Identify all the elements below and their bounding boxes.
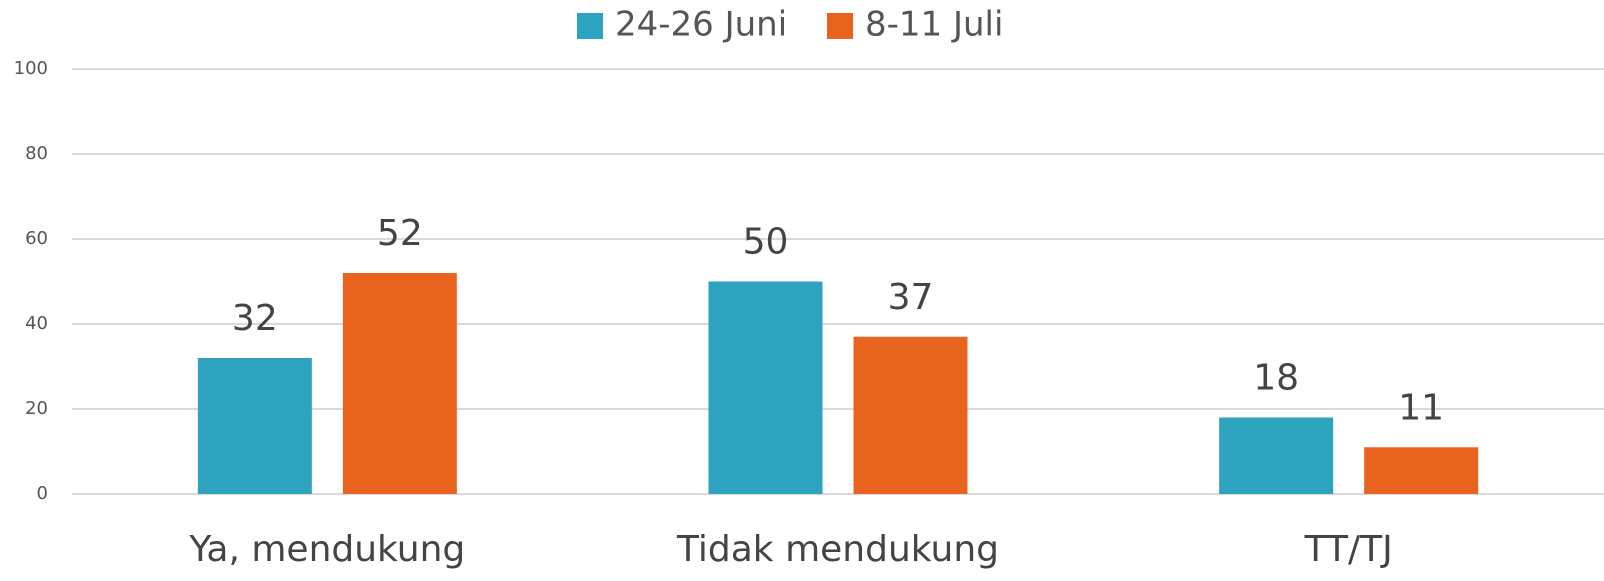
data-label: 11 [1398,387,1444,428]
y-tick-label: 80 [25,143,48,164]
y-tick-label: 60 [25,228,48,249]
bar [1364,447,1479,494]
y-tick-label: 40 [25,313,48,334]
data-label: 37 [888,277,934,318]
bar [853,336,968,494]
legend-label: 8-11 Juli [865,5,1003,45]
data-label: 32 [232,298,278,339]
bar [342,273,457,494]
data-label: 52 [377,213,423,254]
y-tick-label: 0 [37,483,48,504]
x-tick-label: TT/TJ [1304,529,1393,570]
data-label: 18 [1253,358,1299,399]
bar [708,281,823,494]
bar [1219,417,1334,494]
legend-swatch [577,13,603,39]
bar [197,358,312,494]
x-tick-label: Tidak mendukung [676,529,999,570]
legend-label: 24-26 Juni [615,5,787,45]
legend-swatch [827,13,853,39]
y-tick-label: 100 [14,58,48,79]
y-tick-label: 20 [25,398,48,419]
data-label: 50 [743,222,789,263]
x-tick-label: Ya, mendukung [188,529,465,570]
